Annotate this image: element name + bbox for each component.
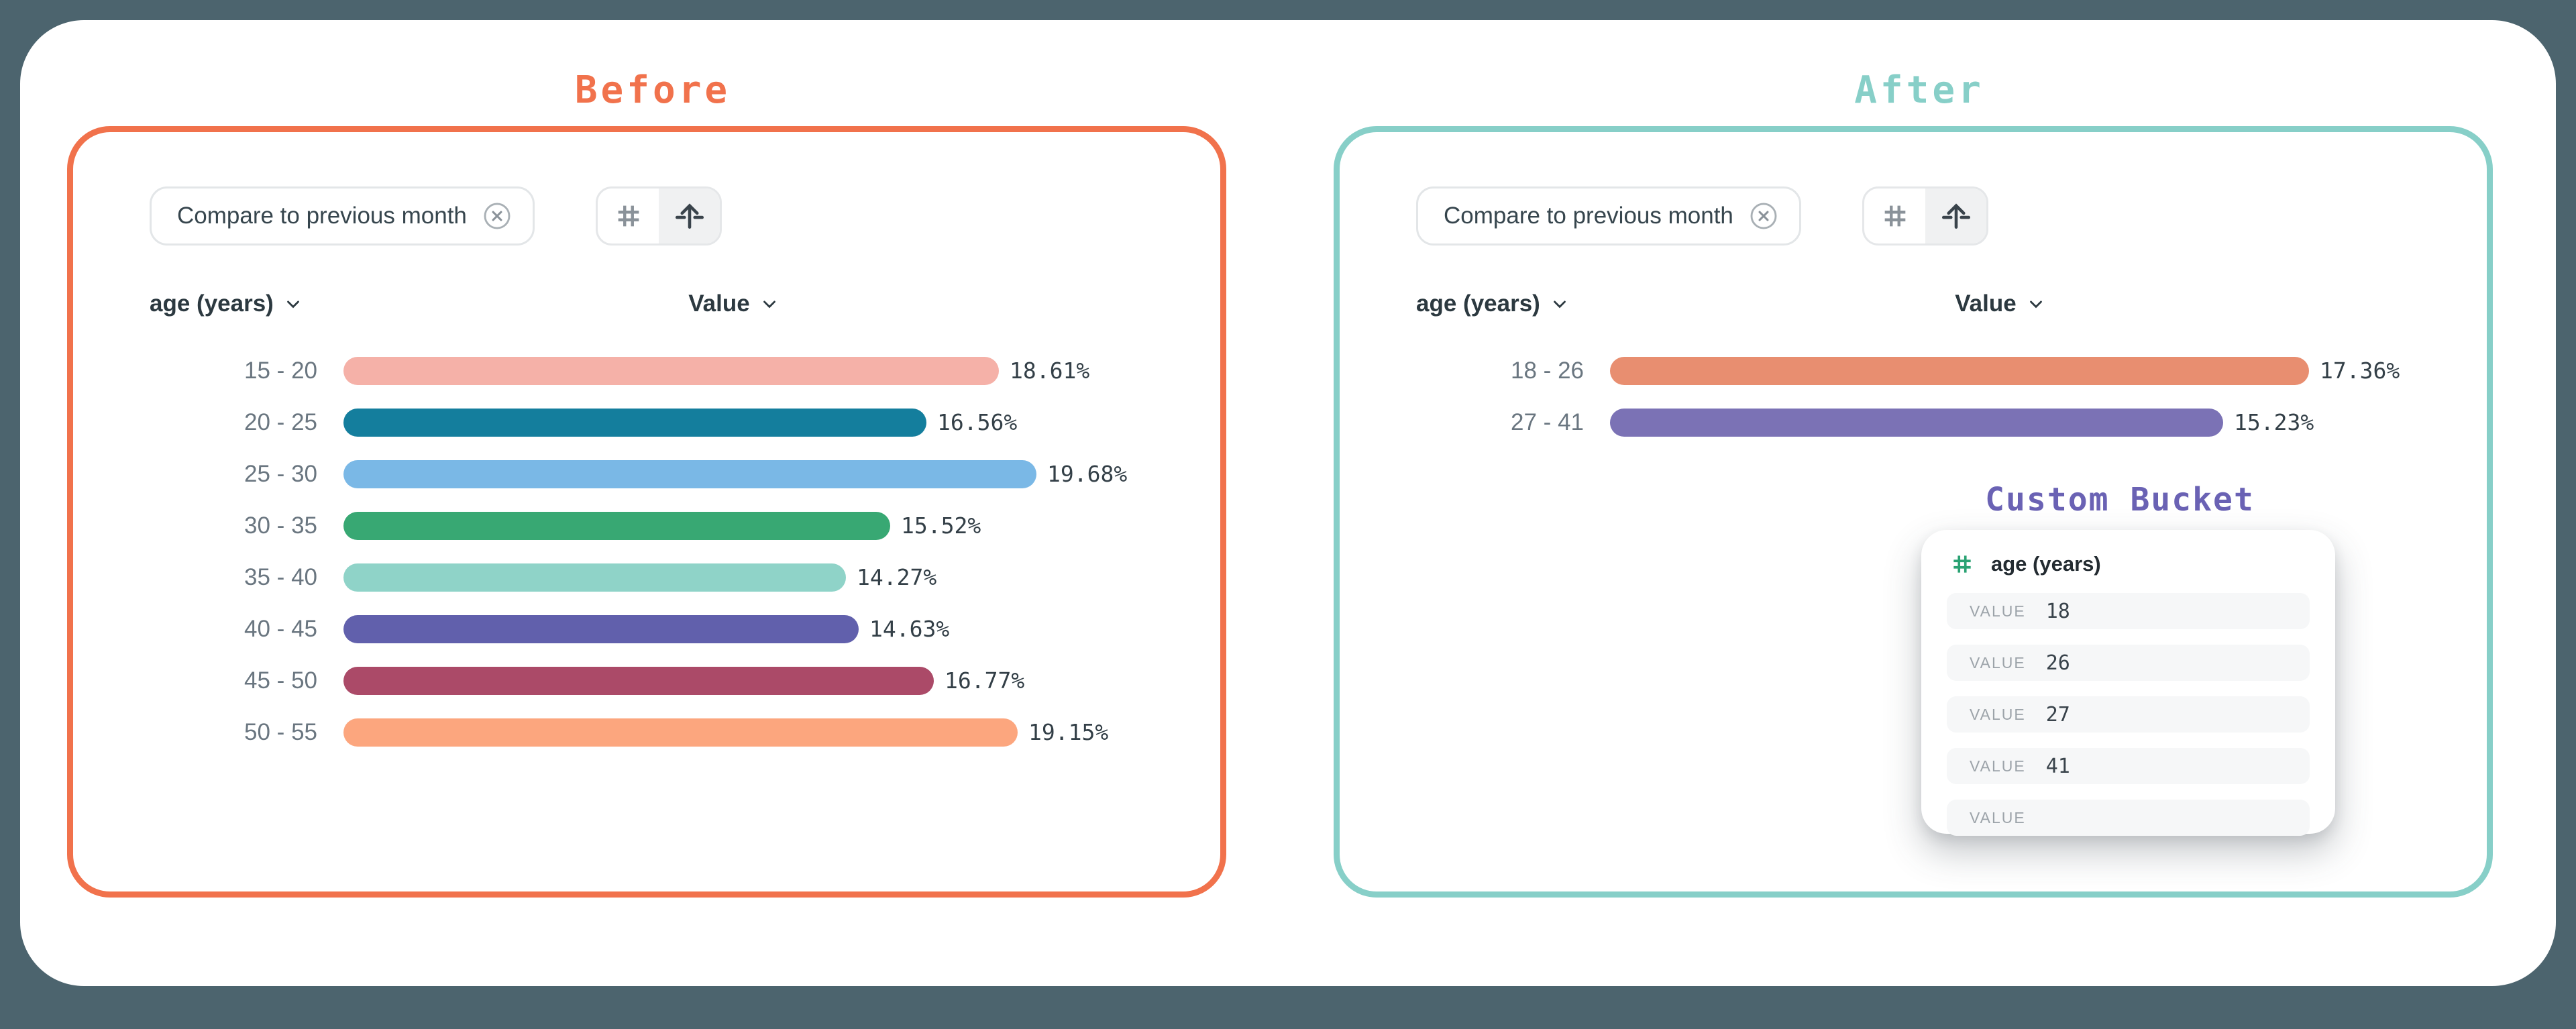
bar[interactable] [343,356,999,385]
chevron-down-icon [759,294,780,314]
bucket-label: 18 - 26 [1511,357,1584,384]
custom-bucket-button[interactable] [659,188,720,243]
custom-bucket-title: Custom Bucket [1985,481,2255,519]
chevron-down-icon [283,294,303,314]
remove-filter-icon[interactable] [482,201,513,231]
bar[interactable] [343,614,859,643]
bar-value-label: 14.27% [857,564,937,590]
dimension-column-label: age (years) [1416,290,1540,317]
bar-row: 40 - 45 14.63% [73,603,1220,655]
bar-row: 25 - 30 19.68% [73,448,1220,500]
bucket-label: 15 - 20 [244,357,317,384]
hash-icon [1880,201,1911,231]
value-column-header[interactable]: Value [1917,290,2084,317]
bar[interactable] [1610,356,2309,385]
dimension-column-header[interactable]: age (years) [150,290,303,317]
value-input-row[interactable]: VALUE 18 [1947,593,2310,629]
dimension-column-label: age (years) [150,290,274,317]
chevron-down-icon [1550,294,1570,314]
chevron-down-icon [2026,294,2046,314]
bar-value-label: 15.52% [901,512,981,539]
bar-row: 15 - 20 18.61% [73,345,1220,396]
bar-value-label: 16.77% [945,667,1025,694]
value-input-label: VALUE [1970,757,2026,775]
filter-chip-label: Compare to previous month [1444,203,1733,229]
bar-row: 18 - 26 17.36% [1340,345,2487,396]
bar-row: 35 - 40 14.27% [73,551,1220,603]
bar-row: 50 - 55 19.15% [73,706,1220,758]
value-input-label: VALUE [1970,705,2026,723]
numeric-bucket-button[interactable] [598,188,659,243]
value-input-label: VALUE [1970,653,2026,671]
value-input-label: VALUE [1970,602,2026,620]
bar-value-label: 15.23% [2234,409,2314,435]
bucket-label: 50 - 55 [244,718,317,745]
bar-value-label: 17.36% [2320,358,2400,384]
bar-value-label: 19.68% [1047,461,1128,487]
bucket-label: 45 - 50 [244,667,317,694]
bar[interactable] [343,718,1018,747]
bar-row: 20 - 25 16.56% [73,396,1220,448]
custom-bucket-popup: age (years) VALUE 18 VALUE 26 VALUE [1921,530,2335,836]
value-column-label: Value [688,290,750,317]
filter-chip[interactable]: Compare to previous month [150,186,535,246]
bar[interactable] [343,563,846,592]
bucket-label: 40 - 45 [244,615,317,642]
bar[interactable] [343,511,890,540]
filter-chip-label: Compare to previous month [177,203,467,229]
value-column-label: Value [1955,290,2017,317]
bucket-mode-toggle [1862,186,1988,246]
bar[interactable] [343,666,934,695]
bar-value-label: 16.56% [937,409,1018,435]
value-input-label: VALUE [1970,808,2026,826]
bar-value-label: 14.63% [869,616,950,642]
value-input-value: 18 [2045,599,2070,623]
bar[interactable] [343,459,1036,488]
filter-chip[interactable]: Compare to previous month [1416,186,1801,246]
bucket-mode-toggle [596,186,722,246]
bucket-label: 20 - 25 [244,409,317,435]
bucket-label: 25 - 30 [244,460,317,487]
bucket-label: 27 - 41 [1511,409,1584,435]
hash-icon [613,201,644,231]
value-input-row[interactable]: VALUE [1947,800,2310,836]
bar-value-label: 19.15% [1028,719,1109,745]
custom-bucket-field: age (years) [1921,530,2335,577]
value-column-header[interactable]: Value [650,290,818,317]
bar-row: 30 - 35 15.52% [73,500,1220,551]
before-panel: Compare to previous month [67,126,1226,898]
value-input-row[interactable]: VALUE 26 [1947,645,2310,681]
value-input-value: 41 [2045,754,2070,778]
after-title: After [1854,68,1984,112]
bar-value-label: 18.61% [1010,358,1090,384]
bar[interactable] [1610,408,2223,437]
custom-bucket-button[interactable] [1925,188,1986,243]
bar-row: 45 - 50 16.77% [73,655,1220,706]
value-input-row[interactable]: VALUE 41 [1947,748,2310,784]
value-input-value: 27 [2045,702,2070,726]
value-input-row[interactable]: VALUE 27 [1947,696,2310,733]
bar-chart: 15 - 20 18.61% 20 - 25 16.56% 25 - 30 19… [73,345,1220,758]
value-input-value: 26 [2045,651,2070,675]
hash-icon [1949,551,1975,577]
dimension-column-header[interactable]: age (years) [1416,290,1570,317]
bar-chart: 18 - 26 17.36% 27 - 41 15.23% [1340,345,2487,448]
before-title: Before [574,68,731,112]
custom-bucket-field-label: age (years) [1991,552,2101,576]
after-panel: Compare to previous month [1334,126,2493,898]
custom-bucket-rows: VALUE 18 VALUE 26 VALUE 27 VALUE [1921,577,2335,836]
main-card: Before Compare to previous month [20,20,2556,986]
bucket-label: 35 - 40 [244,563,317,590]
bar-row: 27 - 41 15.23% [1340,396,2487,448]
arrow-up-from-line-icon [673,199,706,233]
remove-filter-icon[interactable] [1748,201,1779,231]
arrow-up-from-line-icon [1939,199,1973,233]
numeric-bucket-button[interactable] [1864,188,1925,243]
bar[interactable] [343,408,926,437]
bucket-label: 30 - 35 [244,512,317,539]
